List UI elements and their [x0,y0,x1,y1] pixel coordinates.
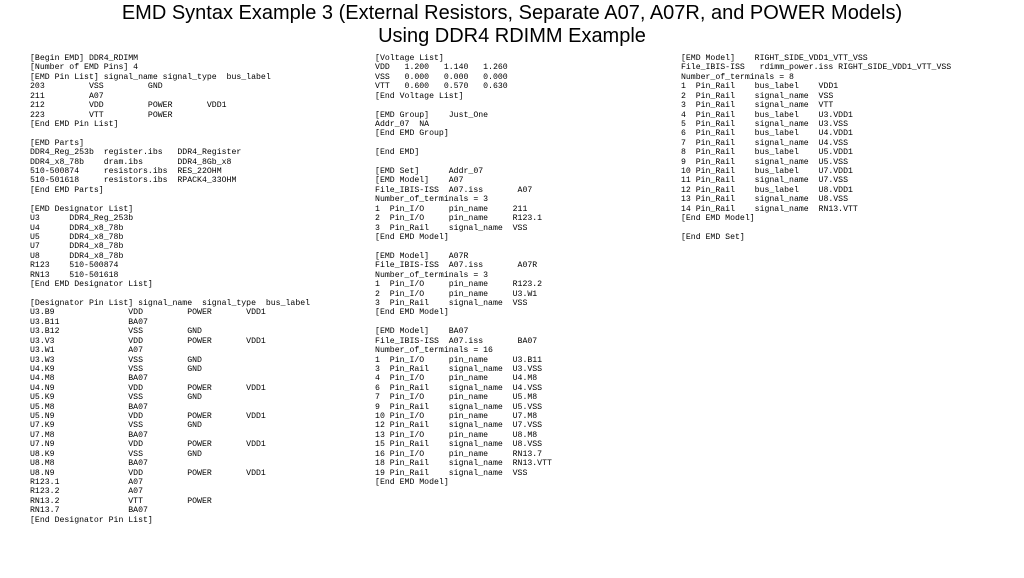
columns-container: [Begin EMD] DDR4_RDIMM [Number of EMD Pi… [0,48,1024,525]
code-block-3: [EMD Model] RIGHT_SIDE_VDD1_VTT_VSS File… [681,54,994,242]
title-line-1: EMD Syntax Example 3 (External Resistors… [0,2,1024,25]
column-2: [Voltage List] VDD 1.200 1.140 1.260 VSS… [375,54,649,525]
code-block-1: [Begin EMD] DDR4_RDIMM [Number of EMD Pi… [30,54,343,525]
code-block-2: [Voltage List] VDD 1.200 1.140 1.260 VSS… [375,54,649,487]
column-1: [Begin EMD] DDR4_RDIMM [Number of EMD Pi… [30,54,343,525]
column-3: [EMD Model] RIGHT_SIDE_VDD1_VTT_VSS File… [681,54,994,525]
title-line-2: Using DDR4 RDIMM Example [0,25,1024,48]
